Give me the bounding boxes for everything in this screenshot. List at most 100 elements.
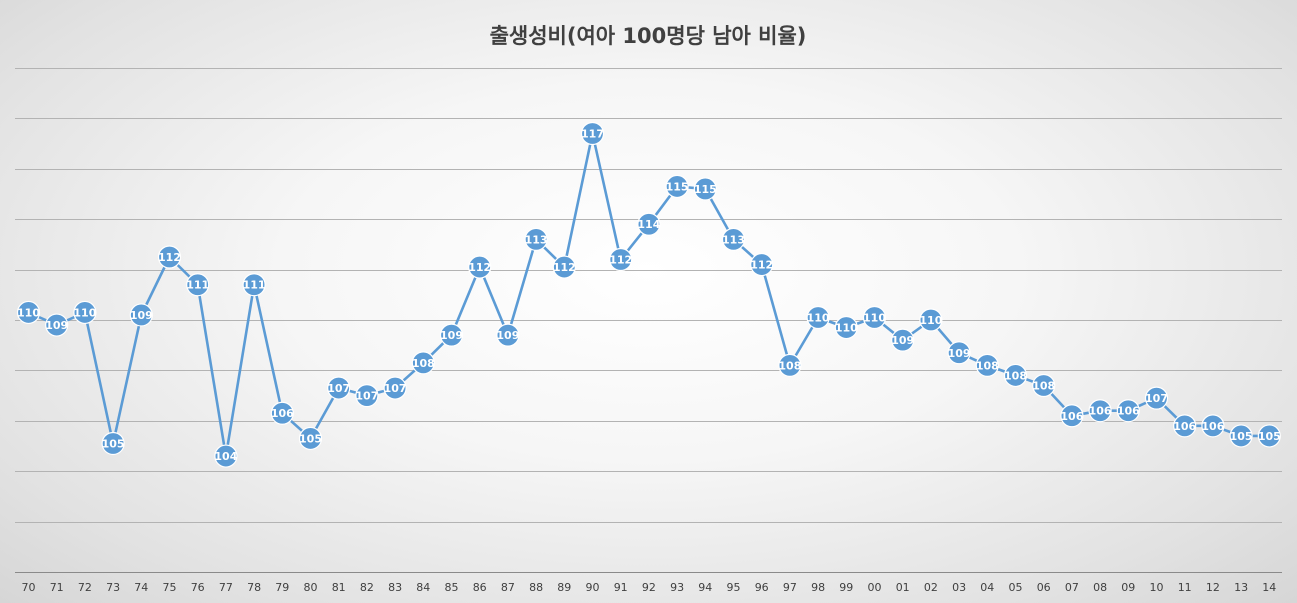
data-point [355,384,379,408]
x-tick-label: 70 [22,581,36,594]
data-point [439,323,464,347]
data-point [157,245,182,269]
data-point [1003,363,1028,388]
data-point [468,255,492,279]
data-point [524,227,548,251]
data-label: 105 [1230,430,1253,443]
x-tick-label: 93 [670,581,684,594]
data-label: 117 [581,128,604,141]
data-label: 112 [553,261,576,274]
x-tick-label: 84 [416,581,430,594]
data-point [750,252,774,277]
x-tick-label: 82 [360,581,374,594]
data-label: 107 [327,382,350,395]
x-tick-label: 98 [811,581,825,594]
data-label: 106 [1201,420,1224,433]
x-tick-label: 99 [839,581,853,594]
data-point [327,376,351,400]
data-label: 112 [609,254,632,267]
x-tick-label: 73 [106,581,120,594]
x-tick-label: 06 [1037,581,1051,594]
data-label: 111 [186,279,209,292]
data-point [129,303,153,327]
data-label: 105 [299,432,322,445]
data-label: 109 [891,334,914,347]
data-label: 109 [948,347,971,360]
data-label: 110 [17,306,40,319]
data-label: 108 [778,359,801,372]
x-tick-label: 74 [134,581,148,594]
series-line [27,132,1270,458]
data-point [609,247,633,272]
x-tick-label: 00 [868,581,882,594]
data-point [1173,414,1197,438]
data-point [411,351,435,375]
data-label: 110 [807,311,830,324]
x-tick-label: 05 [1009,581,1023,594]
x-tick-label: 09 [1121,581,1135,594]
x-tick-label: 11 [1178,581,1192,594]
x-tick-label: 04 [980,581,994,594]
data-label: 110 [863,311,886,324]
x-tick-label: 77 [219,581,233,594]
x-tick-label: 13 [1234,581,1248,594]
x-tick-label: 83 [388,581,402,594]
x-tick-label: 81 [332,581,346,594]
data-point [834,315,858,340]
data-label: 106 [1089,405,1112,418]
data-point [45,313,69,337]
x-tick-label: 78 [247,581,261,594]
data-label: 109 [440,329,463,342]
data-point [580,121,605,146]
data-point [1032,373,1056,398]
data-point [1144,386,1169,410]
data-label: 106 [1173,420,1196,433]
data-label: 104 [214,450,237,463]
data-point [919,308,943,332]
data-label: 114 [637,218,660,231]
x-tick-label: 76 [191,581,205,594]
x-tick-label: 97 [783,581,797,594]
data-label: 108 [412,357,435,370]
data-point [975,353,999,377]
x-tick-label: 87 [501,581,515,594]
x-tick-label: 08 [1093,581,1107,594]
data-point [947,341,971,365]
data-label: 112 [158,251,181,264]
gridlines [15,68,1282,573]
data-label: 115 [694,183,717,196]
data-label: 115 [666,180,689,193]
data-point [186,273,210,297]
x-tick-label: 71 [50,581,64,594]
chart-title: 출생성비(여아 100명당 남아 비율) [490,24,807,48]
data-label: 105 [102,437,125,450]
data-label: 110 [73,306,96,319]
x-tick-label: 75 [163,581,177,594]
x-tick-label: 10 [1150,581,1164,594]
data-label: 107 [355,390,378,403]
data-point [1088,399,1112,423]
x-tick-label: 91 [614,581,628,594]
data-label: 113 [525,233,548,246]
data-label: 110 [919,314,942,327]
data-point [806,305,830,330]
data-label: 108 [1032,380,1055,393]
data-point [270,401,294,425]
x-axis-tick-labels: 70 71 72 73 74 75 76 77 78 79 80 81 82 83 84 85 86 87 88 89… [22,581,1277,594]
x-tick-label: 79 [275,581,289,594]
data-point [496,323,520,347]
x-tick-label: 03 [952,581,966,594]
x-tick-label: 94 [698,581,712,594]
data-label: 107 [384,382,407,395]
x-tick-label: 96 [755,581,769,594]
data-label: 112 [468,261,491,274]
data-label: 106 [271,407,294,420]
data-point [778,353,802,377]
data-label: 106 [1117,405,1140,418]
data-label: 108 [1004,369,1027,382]
data-label: 106 [1060,410,1083,423]
data-point [16,300,41,325]
x-tick-label: 07 [1065,581,1079,594]
x-tick-label: 12 [1206,581,1220,594]
